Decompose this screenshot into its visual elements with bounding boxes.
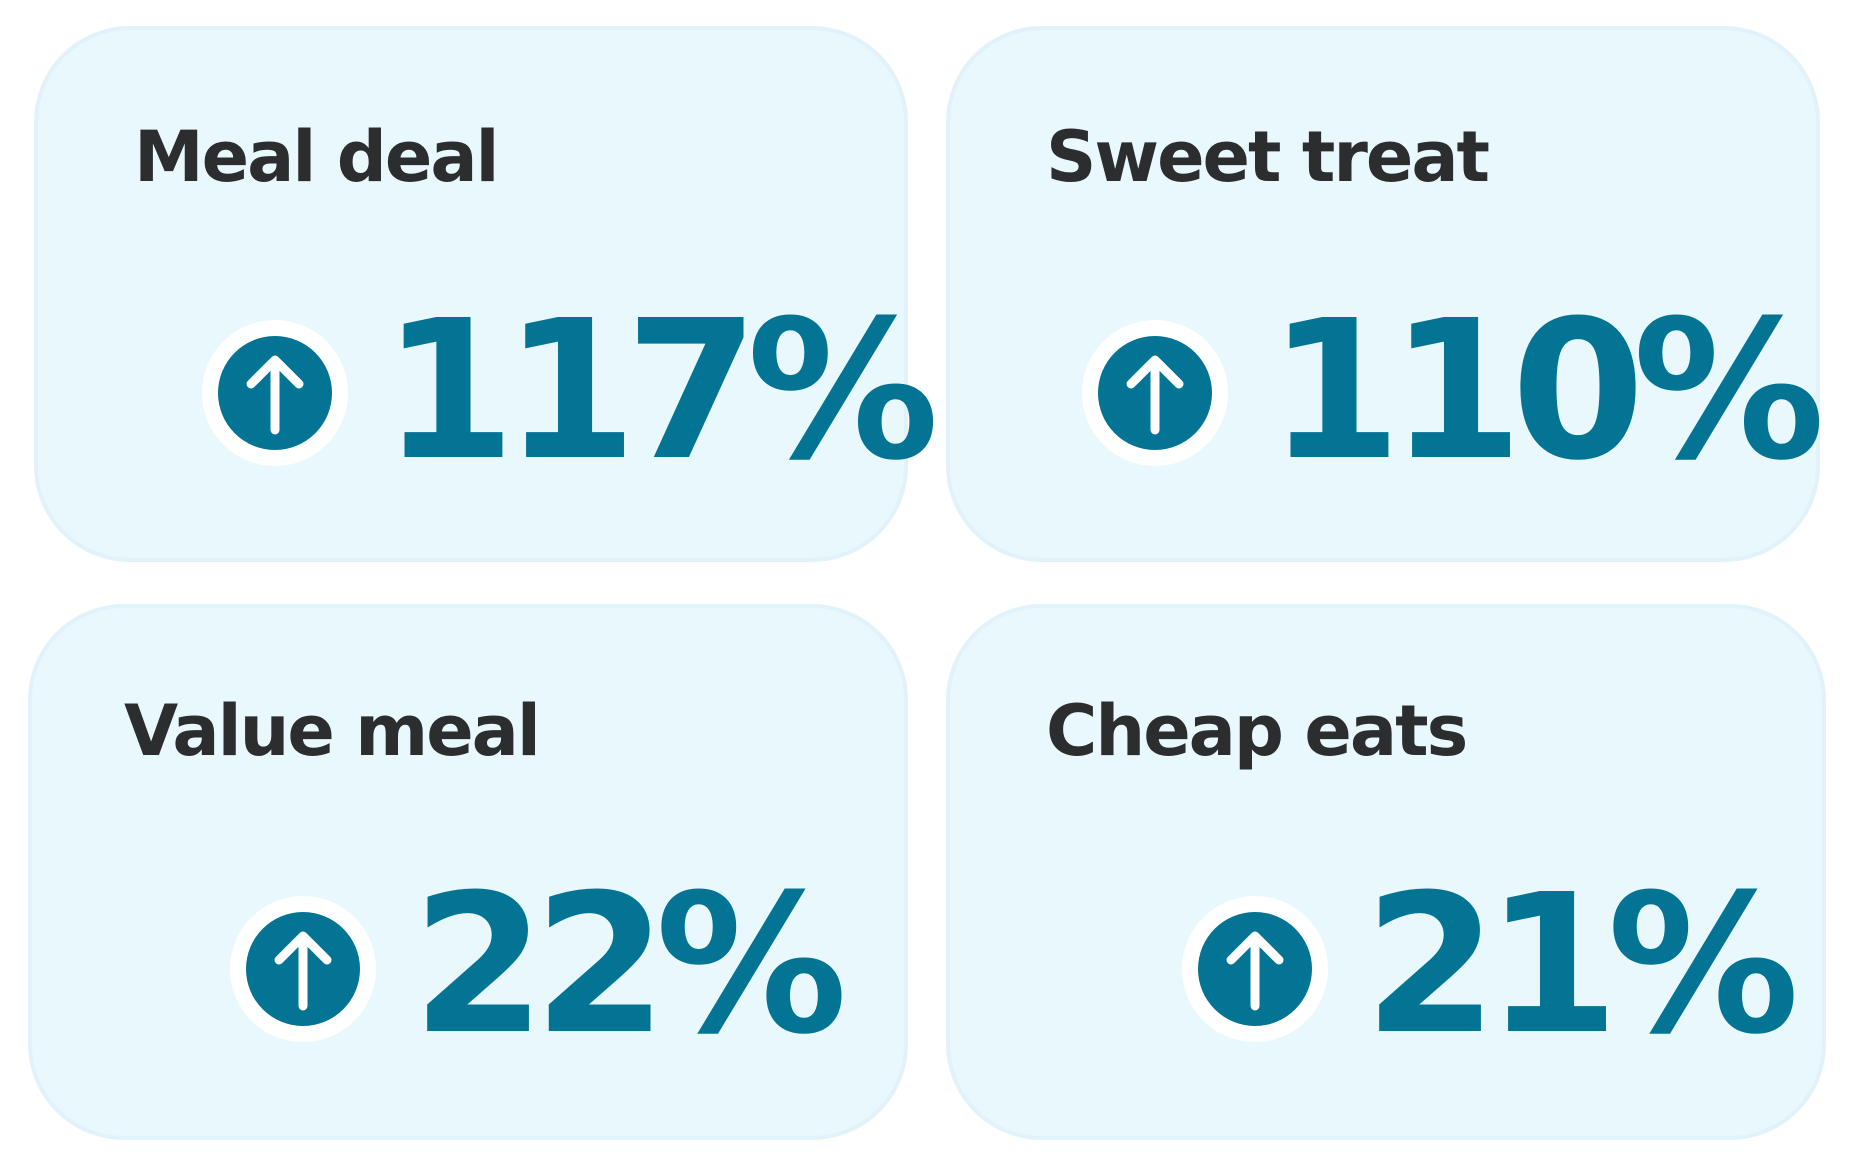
arrow-up-circle-icon — [202, 320, 348, 466]
percentage-value: 21% — [1364, 854, 1800, 1077]
arrow-up-circle-icon — [1082, 320, 1228, 466]
percentage-value: 117% — [382, 280, 939, 503]
card-title: Cheap eats — [1046, 690, 1468, 772]
card-title: Sweet treat — [1046, 116, 1490, 198]
stat-card-meal-deal: Meal deal 117% — [34, 26, 939, 562]
card-title: Meal deal — [134, 116, 500, 198]
percentage-value: 22% — [412, 854, 848, 1077]
percentage-value: 110% — [1268, 280, 1825, 503]
stat-card-value-meal: Value meal 22% — [28, 604, 908, 1140]
arrow-up-circle-icon — [230, 896, 376, 1042]
arrow-up-circle-icon — [1182, 896, 1328, 1042]
stat-card-sweet-treat: Sweet treat 110% — [946, 26, 1825, 562]
card-title: Value meal — [124, 690, 541, 772]
stat-card-cheap-eats: Cheap eats 21% — [946, 604, 1826, 1140]
